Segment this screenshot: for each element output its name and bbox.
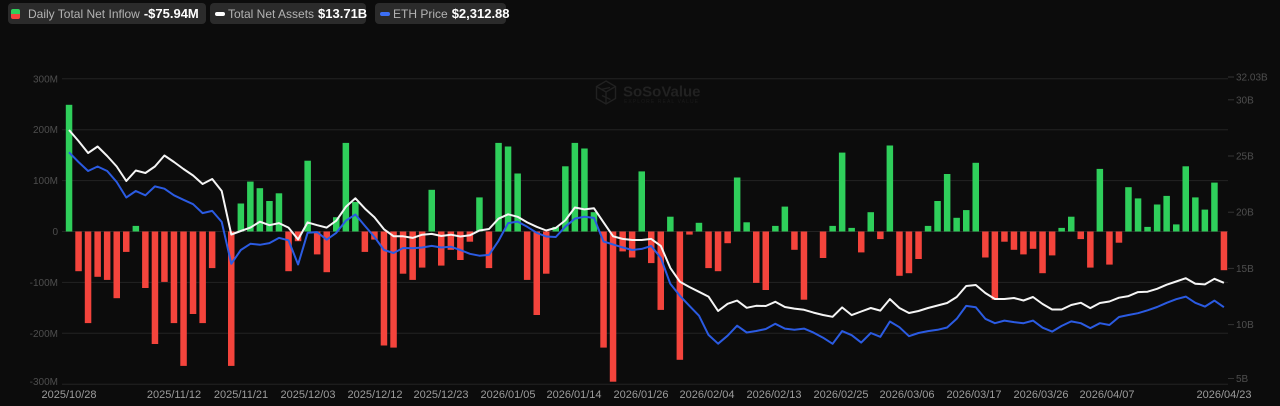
svg-text:10B: 10B [1236,320,1254,331]
svg-text:300M: 300M [33,74,58,85]
svg-text:2025/11/12: 2025/11/12 [147,389,201,401]
svg-text:5B: 5B [1236,374,1249,385]
svg-text:-200M: -200M [30,329,58,340]
svg-text:0: 0 [52,227,58,238]
svg-text:15B: 15B [1236,264,1254,275]
svg-text:32.03B: 32.03B [1236,73,1268,84]
svg-text:100M: 100M [33,176,58,187]
svg-text:25B: 25B [1236,152,1254,163]
svg-text:2026/02/13: 2026/02/13 [746,389,801,401]
svg-text:2026/01/14: 2026/01/14 [546,389,601,401]
svg-text:2026/02/25: 2026/02/25 [813,389,868,401]
svg-text:2025/12/23: 2025/12/23 [413,389,468,401]
svg-text:SoSoValue: SoSoValue [623,84,701,101]
svg-text:2025/10/28: 2025/10/28 [41,389,96,401]
svg-text:2025/11/21: 2025/11/21 [214,389,268,401]
svg-text:20B: 20B [1236,208,1254,219]
svg-text:2025/12/12: 2025/12/12 [347,389,402,401]
svg-text:-300M: -300M [30,377,58,388]
svg-text:EXPLORE REAL VALUE: EXPLORE REAL VALUE [624,99,699,105]
svg-text:30B: 30B [1236,95,1254,106]
svg-text:2026/03/17: 2026/03/17 [946,389,1001,401]
svg-text:2026/02/04: 2026/02/04 [679,389,734,401]
svg-text:2025/12/03: 2025/12/03 [280,389,335,401]
svg-text:2026/01/26: 2026/01/26 [613,389,668,401]
svg-text:2026/03/26: 2026/03/26 [1013,389,1068,401]
svg-text:2026/01/05: 2026/01/05 [480,389,535,401]
svg-text:2026/04/07: 2026/04/07 [1079,389,1134,401]
svg-text:-100M: -100M [30,278,58,289]
svg-text:2026/04/23: 2026/04/23 [1196,389,1251,401]
svg-text:2026/03/06: 2026/03/06 [879,389,934,401]
svg-text:200M: 200M [33,125,58,136]
